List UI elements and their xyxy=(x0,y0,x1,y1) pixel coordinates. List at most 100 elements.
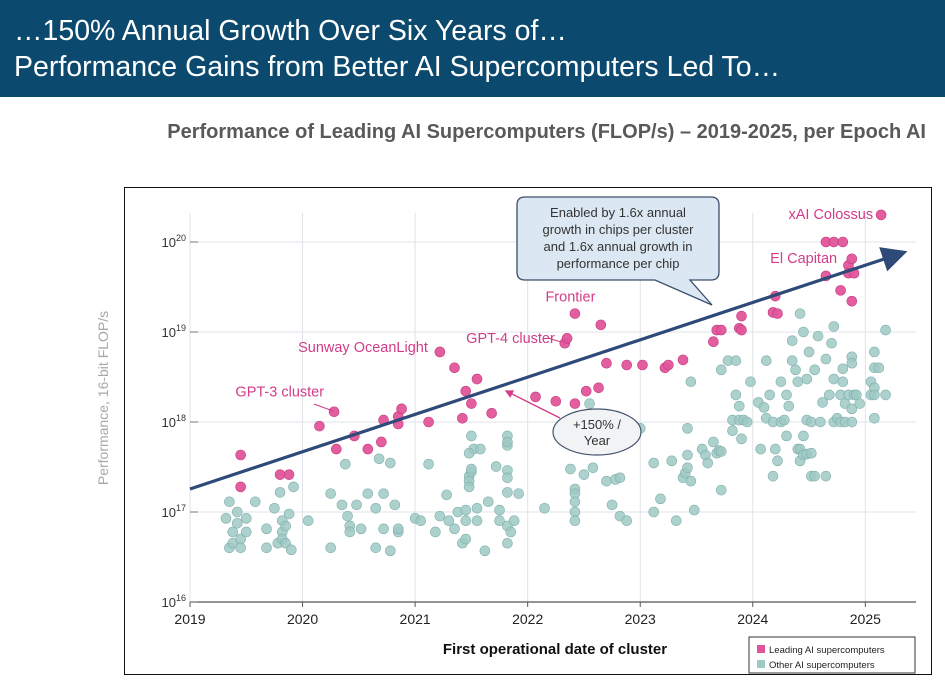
other-point xyxy=(502,487,513,498)
other-point xyxy=(430,526,441,538)
other-point xyxy=(828,321,840,332)
other-point xyxy=(370,542,382,554)
other-point xyxy=(682,462,693,474)
other-point xyxy=(727,425,738,437)
other-point xyxy=(479,545,491,557)
leading-point xyxy=(376,436,387,448)
other-point xyxy=(606,499,618,511)
other-point xyxy=(846,357,858,369)
other-point xyxy=(502,436,513,448)
x-tick-label: 2024 xyxy=(737,611,768,627)
callout-line: and 1.6x annual growth in xyxy=(544,239,693,254)
leading-point xyxy=(362,443,374,455)
other-point xyxy=(587,462,599,474)
other-point xyxy=(688,504,700,516)
gridlines xyxy=(189,213,916,603)
other-point xyxy=(508,515,520,527)
callout-enabled-by: Enabled by 1.6x annual growth in chips pe… xyxy=(516,196,720,306)
other-point xyxy=(502,472,513,484)
other-point xyxy=(471,502,483,514)
other-point xyxy=(392,523,404,535)
callout-line: Enabled by 1.6x annual xyxy=(550,205,686,220)
leading-point xyxy=(569,308,581,319)
other-point xyxy=(494,515,505,527)
other-point xyxy=(539,502,550,514)
point-label: GPT-3 cluster xyxy=(235,385,324,401)
callout-line: performance per chip xyxy=(557,256,680,271)
legend-label: Leading AI supercomputers xyxy=(769,645,885,656)
other-point xyxy=(781,389,792,401)
other-point xyxy=(666,455,678,467)
x-tick-label: 2021 xyxy=(400,611,431,627)
other-point xyxy=(755,443,766,455)
leading-point xyxy=(530,391,541,403)
other-point xyxy=(670,515,682,527)
other-point xyxy=(715,364,727,376)
other-point xyxy=(798,430,809,442)
trend-line xyxy=(189,247,908,491)
other-point xyxy=(648,457,660,469)
other-point xyxy=(378,488,389,499)
other-point xyxy=(614,472,626,484)
other-point xyxy=(389,499,401,511)
y-axis-title: Performance, 16-bit FLOP/s xyxy=(95,311,111,485)
other-point xyxy=(286,544,297,556)
other-point xyxy=(231,506,243,518)
leading-point xyxy=(580,385,592,397)
other-point xyxy=(820,353,832,365)
point-label: Frontier xyxy=(545,290,595,306)
leading-point xyxy=(449,362,460,374)
slide-header: …150% Annual Growth Over Six Years of… P… xyxy=(0,0,945,97)
bubble-arrow xyxy=(504,390,561,419)
other-point xyxy=(767,470,779,482)
leading-point xyxy=(677,354,689,366)
other-point xyxy=(463,447,475,459)
callout-box xyxy=(516,196,720,306)
other-point xyxy=(682,423,693,434)
other-point xyxy=(715,446,727,457)
leading-point xyxy=(708,336,719,348)
other-point xyxy=(370,502,382,514)
other-point xyxy=(685,376,697,388)
other-point xyxy=(340,458,351,470)
other-point xyxy=(837,363,849,375)
other-point xyxy=(261,542,272,554)
leading-point xyxy=(835,285,846,296)
leading-point xyxy=(274,469,286,480)
leading-point xyxy=(328,406,340,418)
other-point xyxy=(441,489,452,501)
other-point xyxy=(745,376,756,388)
other-point xyxy=(342,510,353,522)
other-point xyxy=(482,496,494,508)
growth-rate-bubble: +150% /Year xyxy=(504,390,642,456)
other-point xyxy=(443,515,455,527)
leading-point xyxy=(331,443,342,455)
bubble-line: Year xyxy=(584,433,611,448)
other-point xyxy=(854,398,866,409)
other-point xyxy=(385,457,396,469)
other-point xyxy=(460,533,472,545)
other-point xyxy=(846,416,858,428)
y-tick-label: 1016 xyxy=(162,593,186,610)
other-point xyxy=(798,326,809,338)
leading-point xyxy=(846,253,858,265)
other-point xyxy=(736,433,747,445)
other-point xyxy=(760,355,772,366)
other-point xyxy=(502,537,513,549)
other-point xyxy=(385,545,396,557)
leading-point xyxy=(471,373,483,385)
other-point xyxy=(460,515,472,527)
other-point xyxy=(779,414,790,426)
x-tick-label: 2020 xyxy=(287,611,318,627)
y-tick-label: 1018 xyxy=(162,413,186,430)
x-axis-title: First operational date of cluster xyxy=(443,641,667,658)
other-point xyxy=(565,463,576,475)
other-point xyxy=(355,523,367,535)
other-point xyxy=(786,355,798,366)
bubble-ellipse xyxy=(552,408,642,456)
other-point xyxy=(801,373,813,385)
point-label: El Capitan xyxy=(770,251,837,267)
other-point xyxy=(783,400,795,412)
other-point xyxy=(378,523,389,535)
other-point xyxy=(758,402,770,413)
